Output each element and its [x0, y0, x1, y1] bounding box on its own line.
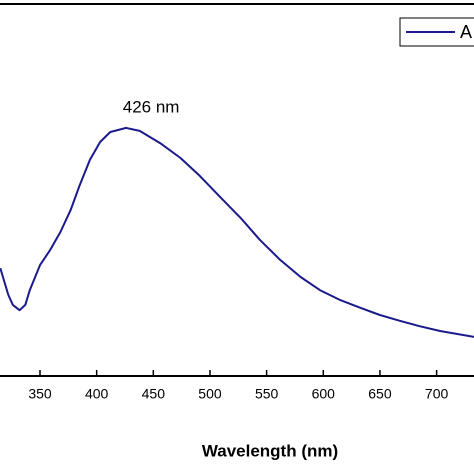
x-tick-label: 650: [368, 386, 392, 402]
line-series: [0, 126, 474, 338]
x-tick-label: 450: [142, 386, 166, 402]
legend-label: A: [460, 22, 472, 42]
plot-frame: [0, 3, 474, 377]
x-tick-label: 400: [85, 386, 109, 402]
x-tick-label: 600: [312, 386, 336, 402]
x-axis-label: Wavelength (nm): [202, 441, 338, 460]
x-tick-label: 550: [255, 386, 279, 402]
annotation: 426 nm: [123, 97, 180, 116]
x-tick-label: 500: [198, 386, 222, 402]
x-tick-label: 350: [28, 386, 52, 402]
x-tick-label: 700: [425, 386, 449, 402]
